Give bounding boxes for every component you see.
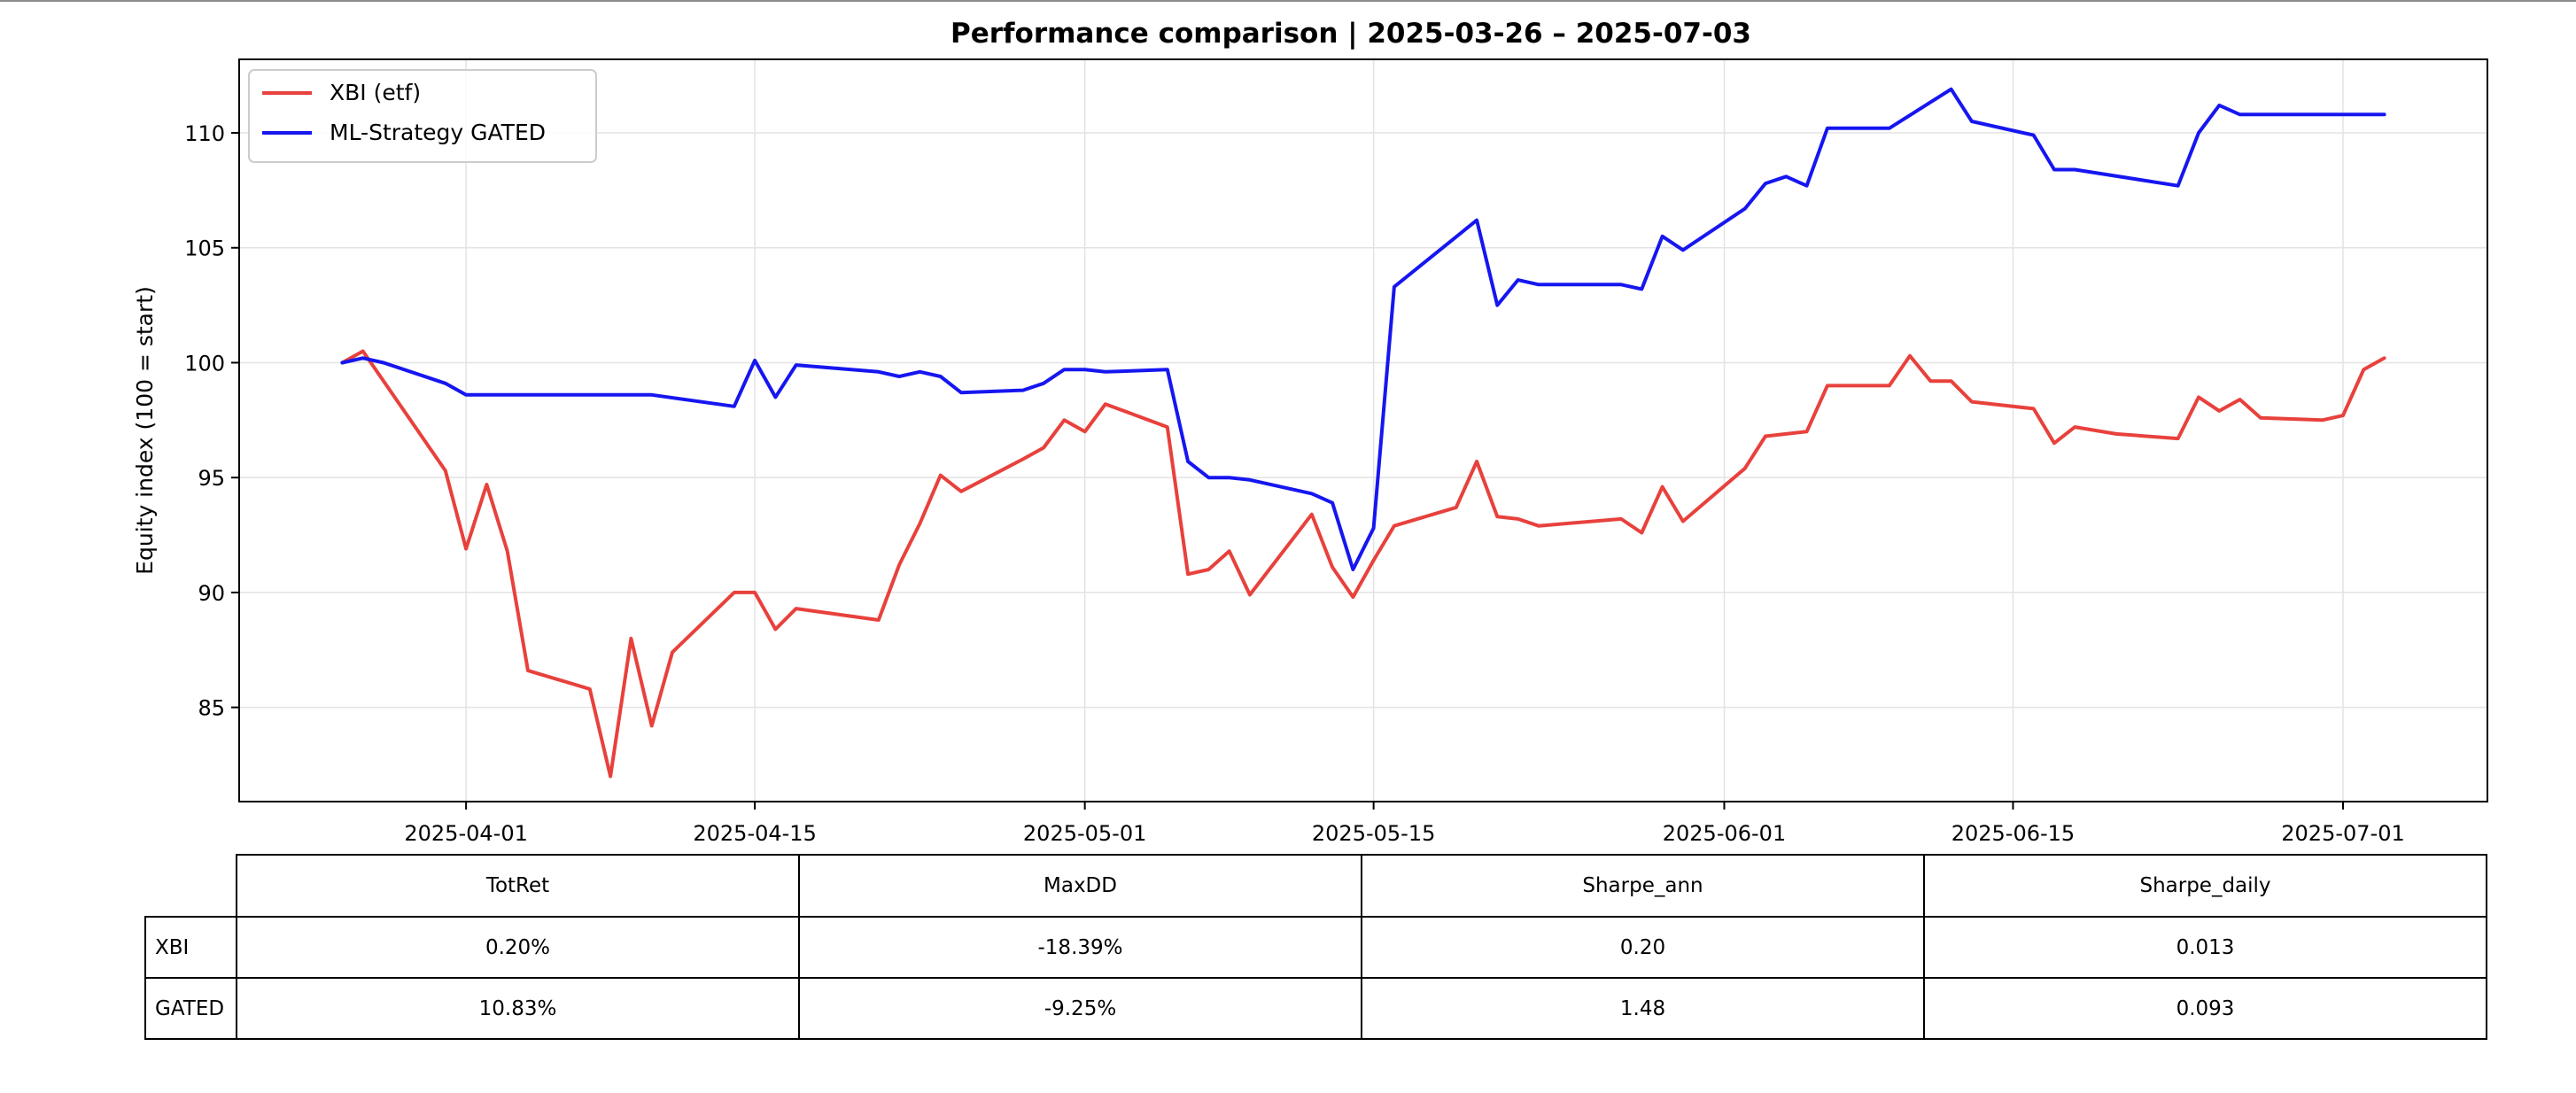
row-header: XBI xyxy=(144,916,237,979)
x-tick-label: 2025-06-01 xyxy=(1663,821,1786,846)
series-lines xyxy=(340,87,2386,779)
grid xyxy=(239,59,2487,802)
row-header: GATED xyxy=(144,977,237,1040)
table-cell: 0.093 xyxy=(1923,977,2487,1040)
legend-box xyxy=(248,69,597,163)
plot-frame xyxy=(238,58,2488,802)
table-row: XBI 0.20% -18.39% 0.20 0.013 xyxy=(144,916,2487,979)
table-cell: 0.013 xyxy=(1923,916,2487,979)
y-tick-label: 85 xyxy=(198,696,225,721)
table-cell: -9.25% xyxy=(798,977,1362,1040)
column-header: Sharpe_daily xyxy=(1923,854,2487,918)
column-header: TotRet xyxy=(236,854,800,918)
legend: XBI (etf) ML-Strategy GATED xyxy=(248,69,597,163)
x-tick-label: 2025-04-15 xyxy=(693,821,816,846)
table-corner-cell xyxy=(145,855,237,917)
x-tick-label: 2025-04-01 xyxy=(404,821,527,846)
x-tick-label: 2025-07-01 xyxy=(2281,821,2404,846)
y-tick-label: 110 xyxy=(184,121,225,146)
table-row: GATED 10.83% -9.25% 1.48 0.093 xyxy=(144,977,2487,1040)
series-line-gated xyxy=(340,87,2386,571)
series-line-xbi xyxy=(340,349,2386,779)
y-axis-label: Equity index (100 = start) xyxy=(132,286,158,575)
top-border-line xyxy=(0,0,2576,2)
y-tick-label: 95 xyxy=(198,466,225,491)
stats-table: TotRet MaxDD Sharpe_ann Sharpe_daily XBI… xyxy=(144,854,2487,1040)
table-cell: -18.39% xyxy=(798,916,1362,979)
x-axis: 2025-04-01 2025-04-15 2025-05-01 2025-05-15… xyxy=(404,802,2405,846)
table-cell: 10.83% xyxy=(236,977,800,1040)
y-tick-label: 90 xyxy=(198,581,225,606)
x-tick-label: 2025-05-15 xyxy=(1312,821,1435,846)
y-tick-label: 100 xyxy=(184,351,225,376)
column-header: MaxDD xyxy=(798,854,1362,918)
y-axis: 85 90 95 100 105 110 xyxy=(184,121,239,721)
table-header-row: TotRet MaxDD Sharpe_ann Sharpe_daily xyxy=(145,854,2487,918)
column-header: Sharpe_ann xyxy=(1361,854,1925,918)
legend-label-xbi: XBI (etf) xyxy=(330,80,421,105)
table-cell: 0.20 xyxy=(1361,916,1925,979)
chart-title: Performance comparison | 2025-03-26 – 20… xyxy=(950,18,1751,50)
x-tick-label: 2025-06-15 xyxy=(1951,821,2075,846)
table-cell: 1.48 xyxy=(1361,977,1925,1040)
table-cell: 0.20% xyxy=(236,916,800,979)
y-tick-label: 105 xyxy=(184,236,225,261)
performance-chart: Performance comparison | 2025-03-26 – 20… xyxy=(132,18,2488,846)
legend-label-gated: ML-Strategy GATED xyxy=(330,120,546,145)
x-tick-label: 2025-05-01 xyxy=(1023,821,1146,846)
